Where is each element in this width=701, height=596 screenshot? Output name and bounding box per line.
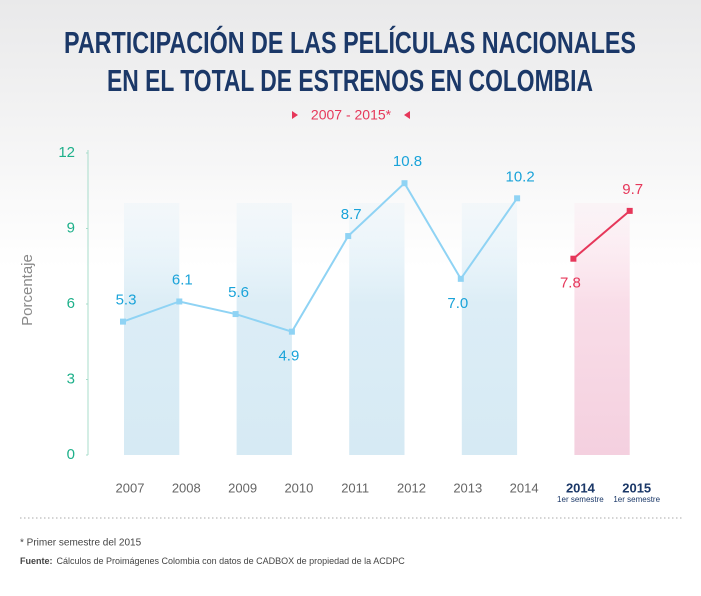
y-tick-label: 0 xyxy=(67,446,75,463)
point xyxy=(288,328,295,335)
point xyxy=(401,180,408,187)
point xyxy=(570,255,577,262)
x-tick-sublabel: 1er semestre xyxy=(613,495,660,504)
x-tick-label: 2010 xyxy=(284,480,313,495)
value-label: 4.9 xyxy=(278,348,299,365)
x-tick-label: 2009 xyxy=(228,480,257,495)
y-tick-label: 12 xyxy=(58,144,75,161)
subtitle: 2007 - 2015* xyxy=(311,107,392,123)
x-tick-label: 2012 xyxy=(397,480,426,495)
chart-title: EN EL TOTAL DE ESTRENOS EN COLOMBIA xyxy=(107,63,593,98)
point xyxy=(232,311,239,318)
source-label: Fuente: xyxy=(20,556,53,566)
x-tick-label: 2008 xyxy=(172,480,201,495)
source-text: Cálculos de Proimágenes Colombia con dat… xyxy=(57,556,406,566)
value-label: 10.8 xyxy=(393,153,422,170)
point xyxy=(176,298,183,305)
point xyxy=(626,207,633,214)
point xyxy=(457,275,464,282)
point xyxy=(345,233,352,240)
source: Fuente: Cálculos de Proimágenes Colombia … xyxy=(20,556,405,566)
x-tick-sublabel: 1er semestre xyxy=(557,495,604,504)
y-axis-label: Porcentaje xyxy=(19,254,36,326)
value-label: 8.7 xyxy=(341,206,362,223)
band xyxy=(574,203,630,455)
value-label: 5.3 xyxy=(116,292,137,309)
value-label: 10.2 xyxy=(505,168,534,185)
band xyxy=(349,203,405,455)
x-tick-label: 2013 xyxy=(453,480,482,495)
footnote: * Primer semestre del 2015 xyxy=(20,538,142,549)
y-tick-label: 3 xyxy=(67,370,75,387)
x-tick-label: 2014 xyxy=(510,480,539,495)
value-label: 7.8 xyxy=(560,275,581,292)
y-tick-label: 6 xyxy=(67,295,75,312)
point xyxy=(514,195,521,202)
line xyxy=(572,210,631,260)
x-tick-label: 2014 xyxy=(566,480,596,495)
x-tick-label: 2015 xyxy=(622,480,651,495)
x-tick-label: 2007 xyxy=(116,480,145,495)
x-tick-label: 2011 xyxy=(341,480,369,495)
value-label: 5.6 xyxy=(228,284,249,301)
band xyxy=(461,203,518,455)
y-tick-label: 9 xyxy=(67,219,75,236)
value-label: 7.0 xyxy=(447,295,468,312)
line xyxy=(122,181,518,333)
value-label: 9.7 xyxy=(622,181,643,198)
value-label: 6.1 xyxy=(172,271,193,288)
band xyxy=(124,203,180,455)
chart-title: PARTICIPACIÓN DE LAS PELÍCULAS NACIONALE… xyxy=(64,24,636,60)
point xyxy=(120,318,126,325)
